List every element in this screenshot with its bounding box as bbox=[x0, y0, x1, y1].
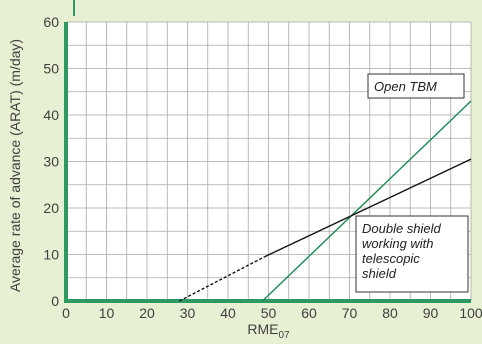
x-tick-labels: 0 10 20 30 40 50 60 70 80 90 100 bbox=[62, 305, 482, 321]
x-axis-title: RME07 bbox=[247, 321, 290, 341]
x-tick-label: 20 bbox=[139, 305, 155, 321]
x-tick-label: 80 bbox=[382, 305, 398, 321]
y-tick-label: 30 bbox=[43, 154, 59, 170]
y-tick-label: 10 bbox=[43, 247, 59, 263]
annotation-box-1 bbox=[355, 215, 469, 293]
annotation-line: working with bbox=[362, 236, 434, 251]
annotation-line: shield bbox=[362, 266, 397, 281]
y-tick-label: 50 bbox=[43, 61, 59, 77]
x-tick-label: 10 bbox=[99, 305, 115, 321]
x-tick-label: 100 bbox=[459, 305, 482, 321]
y-tick-label: 0 bbox=[51, 293, 59, 309]
series-group bbox=[179, 100, 472, 302]
x-tick-label: 30 bbox=[180, 305, 196, 321]
series-line-0 bbox=[261, 100, 472, 302]
y-tick-label: 20 bbox=[43, 200, 59, 216]
x-tick-label: 40 bbox=[220, 305, 236, 321]
x-tick-label: 50 bbox=[261, 305, 277, 321]
x-tick-label: 0 bbox=[62, 305, 70, 321]
x-axis-title-main: RME bbox=[247, 321, 278, 337]
annotation-line: Double shield bbox=[362, 221, 442, 236]
x-tick-label: 70 bbox=[342, 305, 358, 321]
y-axis-title: Average rate of advance (ARAT) (m/day) bbox=[7, 39, 23, 292]
annotation-line: Open TBM bbox=[374, 79, 437, 94]
x-tick-label: 90 bbox=[423, 305, 439, 321]
annotation-line: telescopic bbox=[362, 251, 420, 266]
y-tick-labels: 0 10 20 30 40 50 60 bbox=[43, 14, 59, 309]
series-line-1 bbox=[264, 158, 472, 258]
y-tick-label: 60 bbox=[43, 14, 59, 30]
series-line-dashed-1 bbox=[179, 256, 265, 302]
annotation-box-0 bbox=[367, 73, 465, 99]
y-tick-label: 40 bbox=[43, 107, 59, 123]
x-tick-label: 60 bbox=[301, 305, 317, 321]
x-axis-title-subscript: 07 bbox=[279, 330, 291, 341]
